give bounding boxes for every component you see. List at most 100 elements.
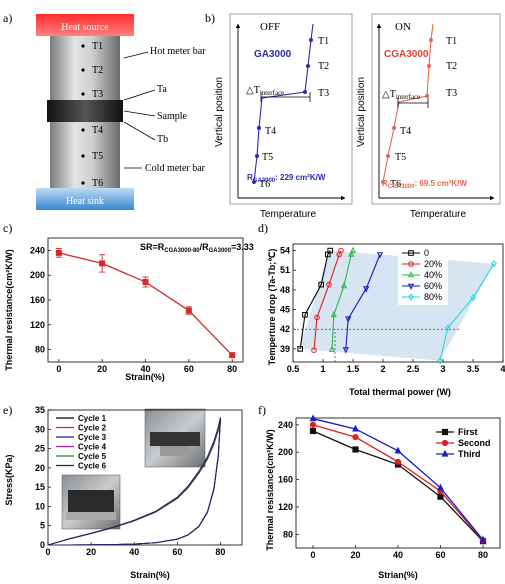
profile-point-label: T1: [318, 36, 329, 47]
resistance-point: [142, 279, 149, 286]
panel-c-xlabel: Strain(%): [125, 372, 165, 382]
series-point: [328, 345, 336, 352]
panel-e: e) Strain(%) Stress(KPa) 0 20 40 60 80 0 5 10 15…: [3, 403, 243, 580]
series-point: [345, 316, 352, 323]
x-tick-label: 2.5: [407, 364, 420, 374]
thermocouple-label: T6: [92, 178, 103, 189]
legend-swatch-marker: [408, 250, 414, 256]
panel-f-xlabel: Strian(%): [378, 570, 418, 580]
y-tick-label: 5: [40, 521, 45, 531]
thermocouple-dot: [81, 44, 85, 48]
profile-point: [252, 180, 256, 184]
tb-label: Tb: [157, 134, 168, 145]
thermocouple-points: T1 T2 T3 T4 T5 T6: [81, 41, 103, 189]
off-title: OFF: [260, 21, 280, 33]
series-point: [491, 260, 497, 268]
thermocouple-dot: [81, 128, 85, 132]
x-tick-label: 80: [215, 547, 225, 557]
x-tick-label: 20: [86, 547, 96, 557]
thermocouple-dot: [81, 92, 85, 96]
series-point: [437, 357, 443, 365]
y-tick-label: 120: [30, 320, 45, 330]
profile-point: [255, 154, 259, 158]
legend-label: Cycle 4: [78, 443, 107, 452]
legend-label: First: [458, 427, 478, 437]
off-profile-points: [252, 38, 313, 184]
legend-label: Cycle 2: [78, 424, 107, 433]
on-point-labels: T1 T2 T3 T4 T5 T6: [390, 36, 457, 190]
thermocouple-label: T2: [92, 65, 103, 76]
y-tick-label: 35: [35, 405, 45, 415]
panel-a: a) Heat source Heat sink T1 T2 T3 T4 T5 T6 Ho…: [3, 11, 206, 210]
series-point: [352, 434, 359, 441]
thermocouple-label: T4: [92, 125, 103, 136]
legend-label: Cycle 1: [78, 414, 107, 423]
series-point: [340, 282, 348, 289]
ta-callout-line: [123, 89, 156, 101]
profile-point-label: T2: [318, 61, 329, 72]
series-point: [309, 414, 317, 422]
x-tick-label: 1: [320, 364, 325, 374]
plot-frame: [47, 237, 244, 363]
series-point: [314, 314, 320, 321]
ga3000-label: GA3000: [254, 49, 292, 60]
thermocouple-label: T1: [92, 41, 103, 52]
y-tick-label: 0: [40, 540, 45, 550]
off-resistance-label: RGA3000: 229 cm²K/W: [247, 173, 326, 184]
y-tick-label: 200: [278, 447, 293, 457]
panel-d-label: d): [258, 221, 268, 235]
legend-swatch-marker: [407, 271, 415, 278]
legend-swatch-marker: [441, 449, 449, 457]
resistance-line: [58, 252, 233, 356]
y-tick-label: 51: [280, 265, 290, 275]
resistance-point: [229, 352, 236, 359]
y-tick-label: 160: [278, 475, 293, 485]
profile-point-label: T5: [395, 152, 406, 163]
series-point: [437, 483, 444, 491]
panel-a-label: a): [3, 11, 12, 25]
y-tick-label: 42: [280, 324, 290, 334]
legend-label: 60%: [424, 281, 442, 291]
series-point: [376, 252, 384, 259]
x-tick-label: 20: [350, 550, 360, 560]
series-line: [313, 250, 342, 351]
series-point: [327, 247, 333, 254]
y-tick-label: 120: [278, 502, 293, 512]
panel-f-label: f): [258, 403, 266, 417]
series-point: [394, 458, 402, 465]
cold-bar-label: Cold meter bar: [145, 163, 206, 174]
x-tick-label: 60: [184, 364, 194, 374]
y-tick-label: 200: [30, 270, 45, 280]
heat-source-block: [36, 14, 134, 36]
sample-label: Sample: [157, 111, 188, 122]
panel-e-ylabel: Stress(KPa): [4, 454, 14, 505]
series-point: [302, 312, 308, 318]
profile-point: [381, 180, 385, 184]
cold-meter-bar: [50, 122, 120, 188]
tb-callout-line: [123, 121, 156, 141]
legend-swatch-marker: [408, 261, 414, 267]
panel-f-ylabel: Thermal resistance(cm²K/W): [265, 429, 275, 551]
legend-label: Second: [458, 438, 491, 448]
profile-point: [386, 154, 390, 158]
x-tick-label: 40: [393, 550, 403, 560]
x-tick-label: 80: [227, 364, 237, 374]
off-profile-line: [253, 23, 314, 183]
profile-point-label: T6: [390, 179, 401, 190]
legend-label: Cycle 3: [78, 433, 107, 442]
series-point: [470, 294, 476, 302]
on-profile-line: [382, 23, 434, 183]
series-point: [394, 446, 402, 454]
series-point: [311, 347, 317, 354]
y-tick-label: 15: [35, 482, 45, 492]
profile-point-label: T6: [259, 179, 270, 190]
y-tick-label: 160: [30, 295, 45, 305]
y-tick-label: 45: [280, 305, 290, 315]
x-tick-label: 60: [172, 547, 182, 557]
profile-point: [309, 38, 313, 42]
on-plot-frame: [371, 13, 501, 205]
resistance-point: [185, 307, 192, 314]
series-point: [437, 493, 444, 500]
y-tick-label: 48: [280, 285, 290, 295]
series-point: [338, 247, 344, 254]
